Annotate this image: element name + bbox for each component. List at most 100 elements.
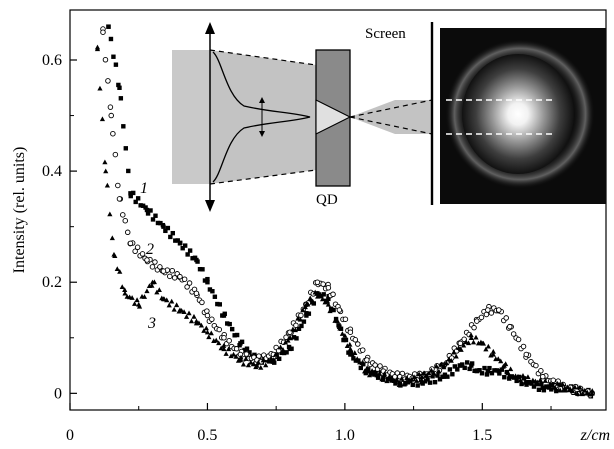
series-3-point xyxy=(397,379,403,385)
series-1-marker xyxy=(519,381,524,387)
inset-screen-label: Screen xyxy=(365,26,406,42)
series-1-marker xyxy=(306,311,312,316)
series-2-marker xyxy=(226,337,232,344)
series-1-marker xyxy=(358,365,364,371)
inset-source-beam xyxy=(172,50,210,184)
series-1-point xyxy=(287,346,293,352)
series-1-marker xyxy=(210,289,215,294)
series-1-marker xyxy=(200,267,205,272)
x-tick-label: 0.5 xyxy=(197,427,217,444)
series-3-marker xyxy=(577,385,583,390)
series-3-marker xyxy=(364,365,370,371)
series-2-marker xyxy=(181,276,188,282)
series-3-point xyxy=(287,335,293,340)
series-3-marker xyxy=(572,384,578,390)
series-3-marker xyxy=(329,306,336,312)
series-3-marker xyxy=(277,344,284,350)
series-3-marker xyxy=(240,361,247,367)
series-3-marker xyxy=(342,332,348,338)
inset-width-arrow-top xyxy=(259,97,265,103)
series-1-marker xyxy=(207,287,213,292)
series-3-marker xyxy=(228,353,234,359)
series-3-point xyxy=(221,346,227,352)
series-1-marker xyxy=(487,365,492,371)
series-2-marker xyxy=(293,322,299,329)
series-3-marker xyxy=(122,287,128,292)
series-3-marker xyxy=(443,360,449,366)
series-1-point xyxy=(326,296,331,302)
series-3-marker xyxy=(263,362,269,368)
series-3-point xyxy=(314,290,320,296)
series-2-point xyxy=(507,323,513,330)
series-3-marker xyxy=(114,266,120,271)
series-3-point xyxy=(136,301,142,307)
series-3-marker xyxy=(505,370,511,375)
series-1-point xyxy=(304,313,309,318)
series-1-marker xyxy=(373,370,378,375)
series-1-marker xyxy=(163,228,168,234)
series-2-marker xyxy=(372,362,378,368)
y-tick-label: 0 xyxy=(54,385,62,402)
series-3-marker xyxy=(141,294,148,299)
series-3-marker xyxy=(567,386,573,391)
series-3-marker xyxy=(223,351,229,356)
series-3-marker xyxy=(468,332,474,338)
series-3-marker xyxy=(473,334,479,340)
series-3-marker xyxy=(431,370,437,376)
series-1-marker xyxy=(499,367,505,372)
series-2-marker xyxy=(510,331,517,337)
series-1-marker xyxy=(427,380,433,385)
series-1-marker xyxy=(170,230,176,236)
series-1-marker xyxy=(173,238,178,243)
series-3-marker xyxy=(354,356,360,362)
series-1-marker xyxy=(422,379,428,384)
series-1-point xyxy=(507,374,512,379)
series-1-marker xyxy=(455,367,460,372)
series-1-marker xyxy=(284,350,289,355)
series-1-marker xyxy=(121,124,126,129)
series-3-marker xyxy=(436,368,442,374)
series-2-point xyxy=(485,307,491,313)
series-1-point xyxy=(221,313,227,318)
series-1-marker xyxy=(291,335,297,340)
series-3-marker xyxy=(221,343,227,348)
series-1-marker xyxy=(492,368,497,373)
series-1-marker xyxy=(497,371,502,376)
series-1-point xyxy=(474,368,480,374)
series-3-point xyxy=(103,168,109,174)
series-1-marker xyxy=(143,205,148,210)
series-1-marker xyxy=(549,387,554,392)
series-1-marker xyxy=(153,213,158,218)
series-3-marker xyxy=(359,360,365,365)
series-3-marker xyxy=(386,373,393,379)
series-1-marker xyxy=(225,321,230,326)
series-3-marker xyxy=(186,310,192,316)
series-2-marker xyxy=(186,280,193,286)
series-1-marker xyxy=(502,375,507,380)
series-2-point xyxy=(364,357,370,363)
series-3-point xyxy=(380,374,386,379)
series-1-marker xyxy=(118,96,124,101)
x-tick-label: 0 xyxy=(66,427,74,444)
series-3-marker xyxy=(421,370,427,376)
series-3-point xyxy=(441,362,447,368)
series-3-marker xyxy=(188,318,195,324)
series-1-marker xyxy=(554,388,559,394)
series-2-marker xyxy=(330,291,336,298)
series-2-point xyxy=(347,329,354,335)
series-2-marker xyxy=(122,217,128,224)
series-1-point xyxy=(205,280,210,285)
series-1-marker xyxy=(215,301,220,307)
series-1-marker xyxy=(242,347,247,353)
series-label-2: 2 xyxy=(146,241,154,258)
series-1-marker xyxy=(479,371,485,376)
x-axis: 0 0.5 1.0 1.5 z/cm xyxy=(66,403,610,444)
series-3-marker xyxy=(107,211,113,217)
series-3-point xyxy=(501,362,507,368)
series-2-point xyxy=(314,279,321,285)
series-2-marker xyxy=(461,336,467,343)
series-1-marker xyxy=(521,376,527,381)
series-3-marker xyxy=(369,368,375,373)
series-2-marker xyxy=(105,78,111,84)
series-2-marker xyxy=(320,281,326,287)
